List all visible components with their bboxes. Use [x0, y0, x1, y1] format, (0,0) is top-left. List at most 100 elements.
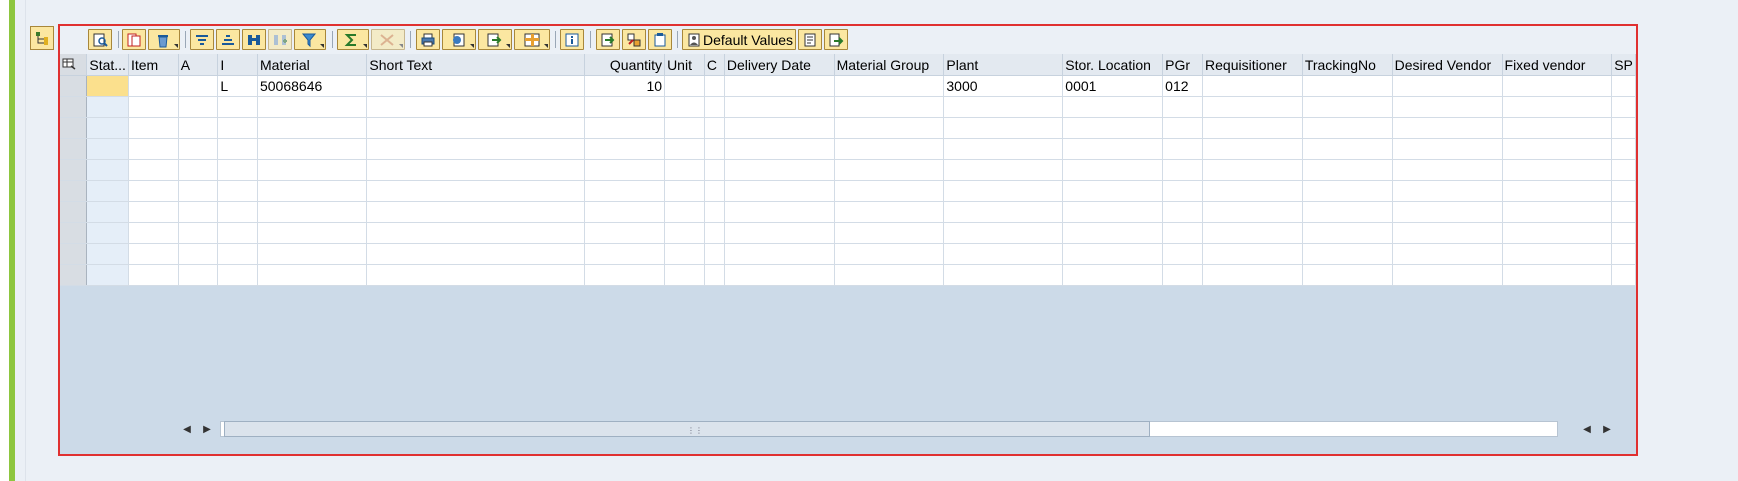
- grid-cell[interactable]: [1611, 75, 1636, 97]
- tree-toggle-button[interactable]: [30, 26, 54, 50]
- grid-cell[interactable]: [1502, 222, 1613, 244]
- column-header[interactable]: Material Group: [834, 54, 945, 76]
- grid-cell[interactable]: [704, 243, 725, 265]
- transfer-button[interactable]: [824, 29, 848, 50]
- grid-cell[interactable]: [584, 159, 666, 181]
- grid-cell[interactable]: [704, 117, 725, 139]
- grid-cell[interactable]: [584, 243, 666, 265]
- grid-cell[interactable]: [584, 180, 666, 202]
- grid-cell[interactable]: [1302, 117, 1393, 139]
- grid-cell[interactable]: [1302, 243, 1393, 265]
- grid-cell[interactable]: [128, 180, 179, 202]
- grid-cell[interactable]: [1162, 159, 1204, 181]
- grid-cell[interactable]: [704, 75, 725, 97]
- grid-cell[interactable]: [1392, 138, 1503, 160]
- grid-cell[interactable]: [257, 201, 368, 223]
- split-button[interactable]: [622, 29, 646, 50]
- grid-cell[interactable]: 10: [584, 75, 666, 97]
- grid-cell[interactable]: 012: [1162, 75, 1204, 97]
- grid-cell[interactable]: [724, 117, 835, 139]
- grid-cell[interactable]: [1202, 159, 1303, 181]
- grid-cell[interactable]: [178, 222, 219, 244]
- find-next-button[interactable]: [268, 29, 292, 50]
- grid-cell[interactable]: [217, 201, 258, 223]
- grid-cell[interactable]: [834, 180, 945, 202]
- grid-cell[interactable]: [943, 222, 1064, 244]
- grid-cell[interactable]: [834, 201, 945, 223]
- grid-cell[interactable]: [584, 201, 666, 223]
- grid-cell[interactable]: [257, 138, 368, 160]
- grid-cell[interactable]: [1611, 222, 1636, 244]
- scroll-left-icon[interactable]: ◀: [1583, 423, 1591, 435]
- grid-cell[interactable]: [128, 96, 179, 118]
- grid-cell[interactable]: [1392, 117, 1503, 139]
- grid-cell[interactable]: [1392, 180, 1503, 202]
- grid-cell[interactable]: [834, 222, 945, 244]
- grid-cell[interactable]: [1062, 159, 1164, 181]
- grid-cell[interactable]: [1302, 138, 1393, 160]
- grid-cell[interactable]: [1202, 222, 1303, 244]
- row-selector[interactable]: [60, 96, 88, 118]
- grid-cell[interactable]: 0001: [1062, 75, 1164, 97]
- grid-cell[interactable]: [178, 264, 219, 286]
- grid-cell[interactable]: [1162, 180, 1204, 202]
- column-header[interactable]: Plant: [943, 54, 1064, 76]
- column-header[interactable]: TrackingNo: [1302, 54, 1393, 76]
- row-selector[interactable]: [60, 180, 88, 202]
- row-selector[interactable]: [60, 75, 88, 97]
- grid-cell[interactable]: [724, 96, 835, 118]
- grid-cell[interactable]: [1202, 180, 1303, 202]
- grid-cell[interactable]: [724, 75, 835, 97]
- grid-cell[interactable]: [704, 138, 725, 160]
- grid-cell[interactable]: [704, 222, 725, 244]
- grid-cell[interactable]: [943, 117, 1064, 139]
- grid-cell[interactable]: [664, 180, 705, 202]
- column-header[interactable]: Stor. Location: [1062, 54, 1164, 76]
- grid-cell[interactable]: [943, 243, 1064, 265]
- grid-cell[interactable]: [664, 201, 705, 223]
- grid-cell[interactable]: [86, 243, 129, 265]
- grid-cell[interactable]: [1392, 75, 1503, 97]
- grid-cell[interactable]: [1502, 201, 1613, 223]
- grid-cell[interactable]: [724, 138, 835, 160]
- select-all-icon[interactable]: [60, 54, 88, 76]
- grid-cell[interactable]: [86, 201, 129, 223]
- grid-cell[interactable]: [217, 96, 258, 118]
- grid-cell[interactable]: [664, 243, 705, 265]
- grid-cell[interactable]: [86, 222, 129, 244]
- grid-cell[interactable]: [257, 159, 368, 181]
- info-button[interactable]: [560, 29, 584, 50]
- views-button[interactable]: [442, 29, 476, 50]
- grid-cell[interactable]: [1392, 243, 1503, 265]
- sort-descending-button[interactable]: [216, 29, 240, 50]
- grid-cell[interactable]: [1162, 117, 1204, 139]
- grid-cell[interactable]: [128, 222, 179, 244]
- grid-cell[interactable]: [1392, 264, 1503, 286]
- grid-cell[interactable]: [704, 201, 725, 223]
- grid-cell[interactable]: [128, 159, 179, 181]
- grid-cell[interactable]: [1611, 96, 1636, 118]
- grid-cell[interactable]: [584, 264, 666, 286]
- grid-cell[interactable]: [366, 264, 586, 286]
- grid-cell[interactable]: [178, 243, 219, 265]
- grid-cell[interactable]: [724, 201, 835, 223]
- grid-cell[interactable]: [584, 96, 666, 118]
- grid-cell[interactable]: [366, 138, 586, 160]
- grid-cell[interactable]: [366, 75, 586, 97]
- grid-cell[interactable]: [834, 96, 945, 118]
- grid-cell[interactable]: [704, 159, 725, 181]
- column-header[interactable]: Requisitioner: [1202, 54, 1303, 76]
- subtotal-button[interactable]: [371, 29, 405, 50]
- grid-cell[interactable]: [217, 138, 258, 160]
- grid-cell[interactable]: [1162, 138, 1204, 160]
- grid-cell[interactable]: [1392, 96, 1503, 118]
- grid-cell[interactable]: [217, 159, 258, 181]
- grid-cell[interactable]: L: [217, 75, 258, 97]
- grid-cell[interactable]: [943, 96, 1064, 118]
- grid-cell[interactable]: [366, 180, 586, 202]
- grid-cell[interactable]: [1302, 96, 1393, 118]
- grid-cell[interactable]: [1302, 180, 1393, 202]
- paste-button[interactable]: [648, 29, 672, 50]
- grid-cell[interactable]: [257, 180, 368, 202]
- grid-cell[interactable]: [664, 264, 705, 286]
